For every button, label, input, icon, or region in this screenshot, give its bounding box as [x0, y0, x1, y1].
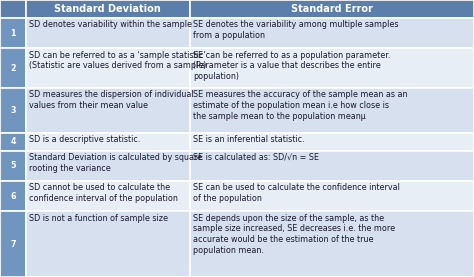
- Bar: [0, 88, 26, 133]
- Text: SD measures the dispersion of individual
values from their mean value: SD measures the dispersion of individual…: [29, 90, 194, 110]
- Bar: [26, 0, 190, 18]
- Bar: [190, 151, 474, 181]
- Bar: [26, 151, 190, 181]
- Bar: [0, 181, 26, 211]
- Text: Standard Deviation is calculated by square
rooting the variance: Standard Deviation is calculated by squa…: [29, 153, 203, 173]
- Text: 7: 7: [10, 240, 16, 249]
- Text: 2: 2: [10, 64, 16, 73]
- Text: Standard Deviation: Standard Deviation: [55, 4, 161, 14]
- Bar: [0, 151, 26, 181]
- Text: SD cannot be used to calculate the
confidence interval of the population: SD cannot be used to calculate the confi…: [29, 183, 178, 203]
- Text: 6: 6: [10, 192, 16, 201]
- Text: SE measures the accuracy of the sample mean as an
estimate of the population mea: SE measures the accuracy of the sample m…: [193, 90, 408, 121]
- Bar: [190, 88, 474, 133]
- Text: SD is not a function of sample size: SD is not a function of sample size: [29, 214, 168, 223]
- Bar: [0, 18, 26, 48]
- Bar: [26, 88, 190, 133]
- Text: SD is a descriptive statistic.: SD is a descriptive statistic.: [29, 135, 141, 144]
- Bar: [190, 18, 474, 48]
- Text: SE can be used to calculate the confidence interval
of the population: SE can be used to calculate the confiden…: [193, 183, 400, 203]
- Bar: [0, 211, 26, 277]
- Text: SE is an inferential statistic.: SE is an inferential statistic.: [193, 135, 304, 144]
- Bar: [26, 181, 190, 211]
- Text: SE is calculated as: SD/√n = SE: SE is calculated as: SD/√n = SE: [193, 153, 319, 162]
- Bar: [26, 48, 190, 88]
- Text: SD denotes variability within the sample: SD denotes variability within the sample: [29, 20, 192, 29]
- Text: SD can be referred to as a ‘sample statistic’
(Statistic are values derived from: SD can be referred to as a ‘sample stati…: [29, 50, 207, 70]
- Text: 5: 5: [10, 161, 16, 170]
- Bar: [26, 133, 190, 151]
- Bar: [190, 181, 474, 211]
- Bar: [190, 0, 474, 18]
- Text: SE can be referred to as a population parameter.
(Parameter is a value that desc: SE can be referred to as a population pa…: [193, 50, 390, 81]
- Bar: [190, 211, 474, 277]
- Bar: [26, 18, 190, 48]
- Bar: [190, 133, 474, 151]
- Bar: [26, 211, 190, 277]
- Text: SE denotes the variability among multiple samples
from a population: SE denotes the variability among multipl…: [193, 20, 399, 40]
- Text: 1: 1: [10, 29, 16, 38]
- Bar: [0, 0, 26, 18]
- Text: Standard Error: Standard Error: [291, 4, 373, 14]
- Text: 4: 4: [10, 137, 16, 146]
- Text: SE depends upon the size of the sample, as the
sample size increased, SE decreas: SE depends upon the size of the sample, …: [193, 214, 395, 255]
- Bar: [0, 48, 26, 88]
- Bar: [190, 48, 474, 88]
- Bar: [0, 133, 26, 151]
- Text: 3: 3: [10, 106, 16, 115]
